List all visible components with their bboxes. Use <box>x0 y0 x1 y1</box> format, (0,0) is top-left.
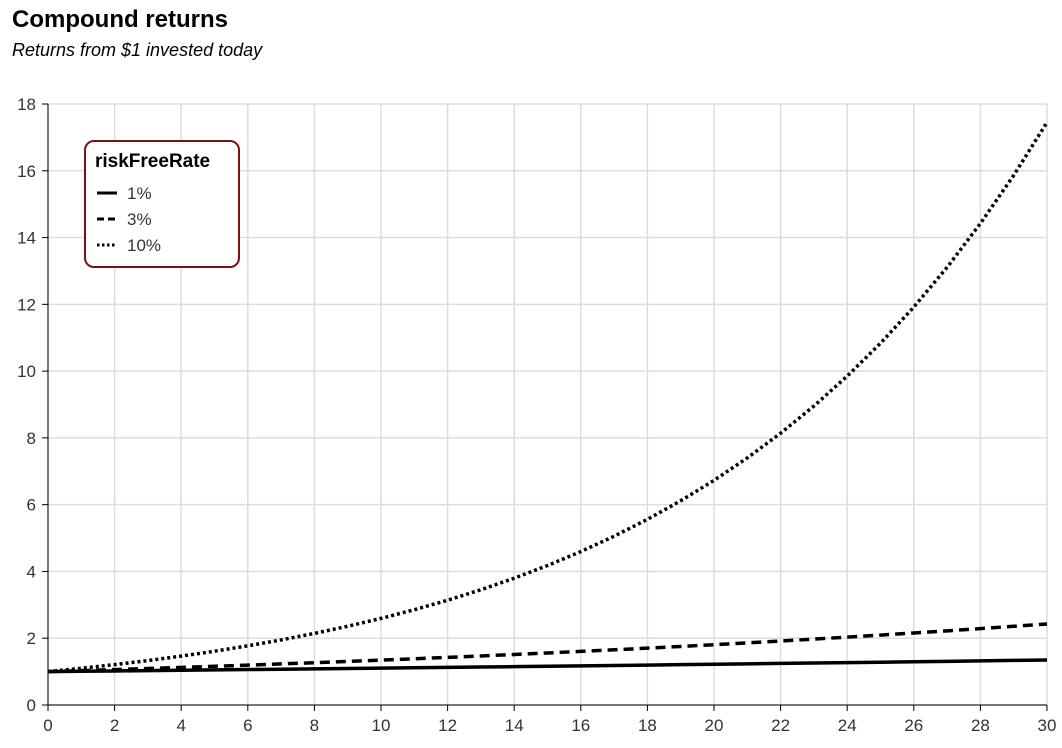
x-tick-label: 4 <box>176 716 185 735</box>
x-tick-label: 0 <box>43 716 52 735</box>
chart-subtitle: Returns from $1 invested today <box>12 40 263 60</box>
x-tick-label: 10 <box>372 716 391 735</box>
y-tick-label: 4 <box>27 562 36 581</box>
x-tick-label: 8 <box>310 716 319 735</box>
x-tick-label: 22 <box>771 716 790 735</box>
y-tick-label: 6 <box>27 496 36 515</box>
x-tick-label: 16 <box>571 716 590 735</box>
legend-entry-label: 1% <box>127 184 152 203</box>
x-tick-label: 24 <box>838 716 857 735</box>
legend-box <box>84 140 240 268</box>
y-tick-label: 12 <box>17 295 36 314</box>
y-tick-label: 16 <box>17 162 36 181</box>
axes: 0 2 4 6 8 10 12 14 16 18 20 22 24 26 28 300246810121416… <box>17 95 1056 735</box>
x-tick-label: 14 <box>505 716 524 735</box>
y-tick-label: 0 <box>27 696 36 715</box>
x-tick-label: 26 <box>904 716 923 735</box>
x-tick-label: 30 <box>1038 716 1057 735</box>
y-tick-label: 8 <box>27 429 36 448</box>
x-tick-label: 12 <box>438 716 457 735</box>
series-line <box>47 658 1048 674</box>
series-lines <box>47 121 1049 674</box>
x-tick-label: 28 <box>971 716 990 735</box>
x-tick-label: 6 <box>243 716 252 735</box>
chart-title: Compound returns <box>12 6 228 33</box>
x-tick-label: 20 <box>705 716 724 735</box>
series-line <box>47 121 1049 674</box>
y-tick-label: 10 <box>17 362 36 381</box>
series-line <box>47 622 1048 674</box>
legend-entry-label: 10% <box>127 236 161 255</box>
legend: riskFreeRate 1% 3% 10% <box>84 140 240 268</box>
y-tick-label: 2 <box>27 629 36 648</box>
legend-entry-label: 3% <box>127 210 152 229</box>
y-tick-label: 14 <box>17 229 36 248</box>
legend-title: riskFreeRate <box>95 151 210 172</box>
y-tick-label: 18 <box>17 95 36 114</box>
x-tick-label: 2 <box>110 716 119 735</box>
x-tick-label: 18 <box>638 716 657 735</box>
